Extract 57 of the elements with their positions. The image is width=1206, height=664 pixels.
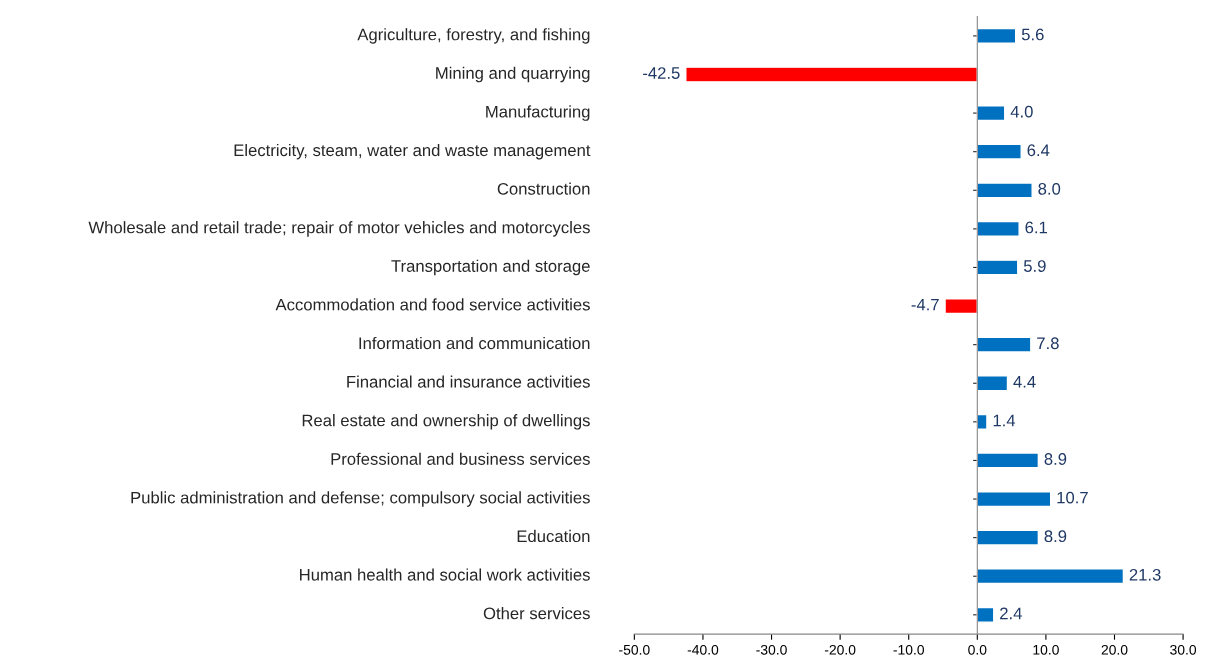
x-tick-label: 20.0	[1101, 644, 1128, 655]
y-tick-label: Wholesale and retail trade; repair of motor vehicles and motorcycles	[88, 221, 590, 237]
data-label: 7.8	[1037, 337, 1059, 350]
y-tick-label: Transportation and storage	[391, 259, 590, 276]
bar	[976, 413, 988, 430]
y-tick-label: Financial and insurance activities	[347, 375, 590, 388]
bar	[976, 452, 1040, 469]
y-tick-label: Mining and quarrying	[436, 66, 590, 83]
data-label: 1.4	[993, 414, 1016, 427]
bar	[976, 606, 995, 623]
data-label: 5.6	[1021, 28, 1044, 41]
bar	[944, 298, 979, 315]
data-label: 4.0	[1010, 105, 1033, 118]
data-label: 8.9	[1044, 453, 1067, 465]
bar	[976, 220, 1020, 237]
data-label: 21.3	[1129, 568, 1161, 581]
data-label: 6.4	[1027, 144, 1050, 157]
x-tick-label: -40.0	[687, 644, 719, 655]
bar	[976, 375, 1009, 392]
data-label: 8.0	[1038, 182, 1061, 195]
bar	[685, 66, 979, 83]
x-tick-label: -30.0	[756, 644, 787, 655]
x-tick-label: -10.0	[893, 644, 925, 655]
x-tick-label: -20.0	[824, 644, 856, 655]
data-label: 8.9	[1044, 530, 1067, 543]
bar	[976, 491, 1052, 508]
y-tick-label: Electricity, steam, water and waste management	[234, 143, 591, 160]
data-label: 5.9	[1023, 260, 1046, 272]
bar	[976, 568, 1125, 585]
data-label: 10.7	[1057, 491, 1088, 504]
bar	[976, 27, 1017, 44]
data-label: -4.7	[911, 298, 939, 311]
y-tick-label: Information and communication	[359, 336, 590, 350]
data-label: 2.4	[1000, 607, 1022, 620]
x-tick-label: -50.0	[619, 644, 650, 655]
x-tick-label: 0.0	[968, 644, 987, 655]
y-tick-label: Human health and social work activities	[300, 568, 590, 581]
data-label: 6.1	[1025, 221, 1047, 234]
y-tick-label: Education	[517, 529, 590, 543]
bar	[976, 105, 1006, 122]
data-label: -42.5	[643, 67, 680, 79]
y-tick-label: Accommodation and food service activities	[275, 298, 590, 311]
bar	[976, 143, 1022, 160]
data-label: 4.4	[1013, 376, 1036, 388]
y-tick-label: Agriculture, forestry, and fishing	[357, 28, 590, 44]
y-tick-label: Real estate and ownership of dwellings	[302, 414, 590, 430]
x-tick-label: 30.0	[1170, 644, 1197, 655]
bar	[976, 529, 1040, 546]
y-tick-label: Construction	[497, 182, 590, 195]
bar	[976, 336, 1032, 353]
y-tick-label: Public administration and defense; compulsory social activities	[131, 491, 590, 507]
bar	[976, 182, 1033, 199]
y-tick-label: Manufacturing	[486, 105, 590, 121]
y-tick-label: Other services	[483, 607, 590, 620]
x-tick-label: 10.0	[1033, 644, 1059, 655]
y-tick-label: Professional and business services	[331, 452, 590, 465]
bar	[976, 259, 1019, 276]
